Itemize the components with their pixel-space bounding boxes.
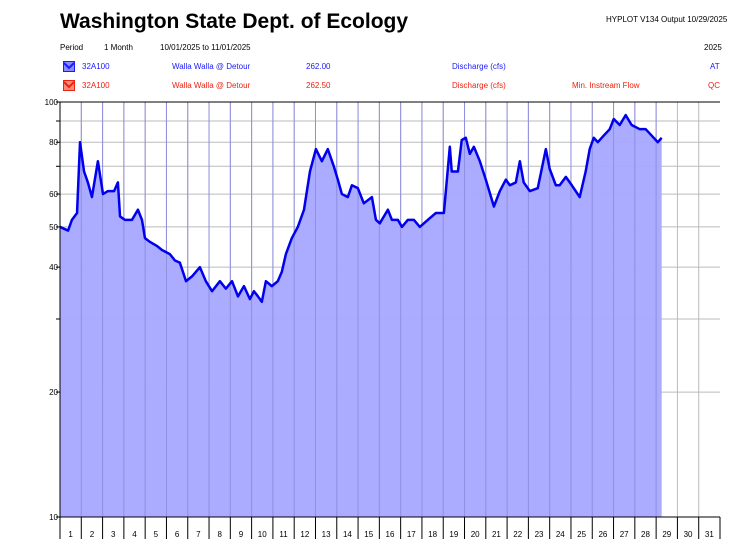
x-tick-label: 31 xyxy=(705,530,714,539)
x-tick-label: 29 xyxy=(662,530,671,539)
y-tick-label: 40 xyxy=(49,263,58,272)
period-value: 1 Month xyxy=(104,43,133,52)
x-tick-label: 7 xyxy=(196,530,201,539)
legend-flag: QC xyxy=(708,81,720,90)
hydrograph-icon xyxy=(63,80,75,91)
x-tick-label: 17 xyxy=(407,530,416,539)
period-label: Period xyxy=(60,43,84,52)
x-tick-label: 25 xyxy=(577,530,586,539)
y-tick-label: 50 xyxy=(49,223,58,232)
x-tick-label: 13 xyxy=(322,530,331,539)
x-tick-label: 27 xyxy=(620,530,629,539)
flow-area xyxy=(60,115,662,517)
hydrograph-icon xyxy=(63,61,75,72)
x-tick-label: 4 xyxy=(132,530,137,539)
x-tick-label: 22 xyxy=(513,530,522,539)
legend-extra: Min. Instream Flow xyxy=(572,81,640,90)
x-tick-label: 16 xyxy=(386,530,395,539)
legend-name: Walla Walla @ Detour xyxy=(172,81,251,90)
y-tick-label: 80 xyxy=(49,138,58,147)
legend-param: Discharge (cfs) xyxy=(452,62,506,71)
x-tick-label: 10 xyxy=(258,530,267,539)
legend-name: Walla Walla @ Detour xyxy=(172,62,251,71)
x-tick-label: 20 xyxy=(471,530,480,539)
x-tick-label: 1 xyxy=(68,530,73,539)
x-tick-label: 30 xyxy=(684,530,693,539)
legend-param: Discharge (cfs) xyxy=(452,81,506,90)
x-tick-label: 28 xyxy=(641,530,650,539)
y-tick-label: 20 xyxy=(49,388,58,397)
x-tick-label: 3 xyxy=(111,530,116,539)
x-tick-label: 18 xyxy=(428,530,437,539)
x-tick-label: 23 xyxy=(535,530,544,539)
x-tick-label: 2 xyxy=(90,530,95,539)
legend-code: 262.50 xyxy=(306,81,331,90)
x-tick-label: 5 xyxy=(154,530,159,539)
x-tick-label: 26 xyxy=(598,530,607,539)
legend-flag: AT xyxy=(710,62,720,71)
y-tick-label: 10 xyxy=(49,513,58,522)
x-tick-label: 9 xyxy=(239,530,244,539)
y-tick-label: 100 xyxy=(45,98,59,107)
legend-site: 32A100 xyxy=(82,81,110,90)
x-tick-label: 24 xyxy=(556,530,565,539)
x-tick-label: 15 xyxy=(364,530,373,539)
x-tick-label: 6 xyxy=(175,530,180,539)
x-tick-label: 19 xyxy=(449,530,458,539)
page-title: Washington State Dept. of Ecology xyxy=(60,10,409,33)
flow-line xyxy=(59,113,663,304)
y-tick-label: 60 xyxy=(49,190,58,199)
x-tick-label: 12 xyxy=(300,530,309,539)
program-version: HYPLOT V134 Output 10/29/2025 xyxy=(606,15,728,24)
legend-code: 262.00 xyxy=(306,62,331,71)
x-tick-label: 8 xyxy=(217,530,222,539)
x-tick-label: 11 xyxy=(279,530,288,539)
year-label: 2025 xyxy=(704,43,722,52)
x-tick-label: 14 xyxy=(343,530,352,539)
x-tick-label: 21 xyxy=(492,530,501,539)
date-range: 10/01/2025 to 11/01/2025 xyxy=(160,43,251,52)
legend-site: 32A100 xyxy=(82,62,110,71)
